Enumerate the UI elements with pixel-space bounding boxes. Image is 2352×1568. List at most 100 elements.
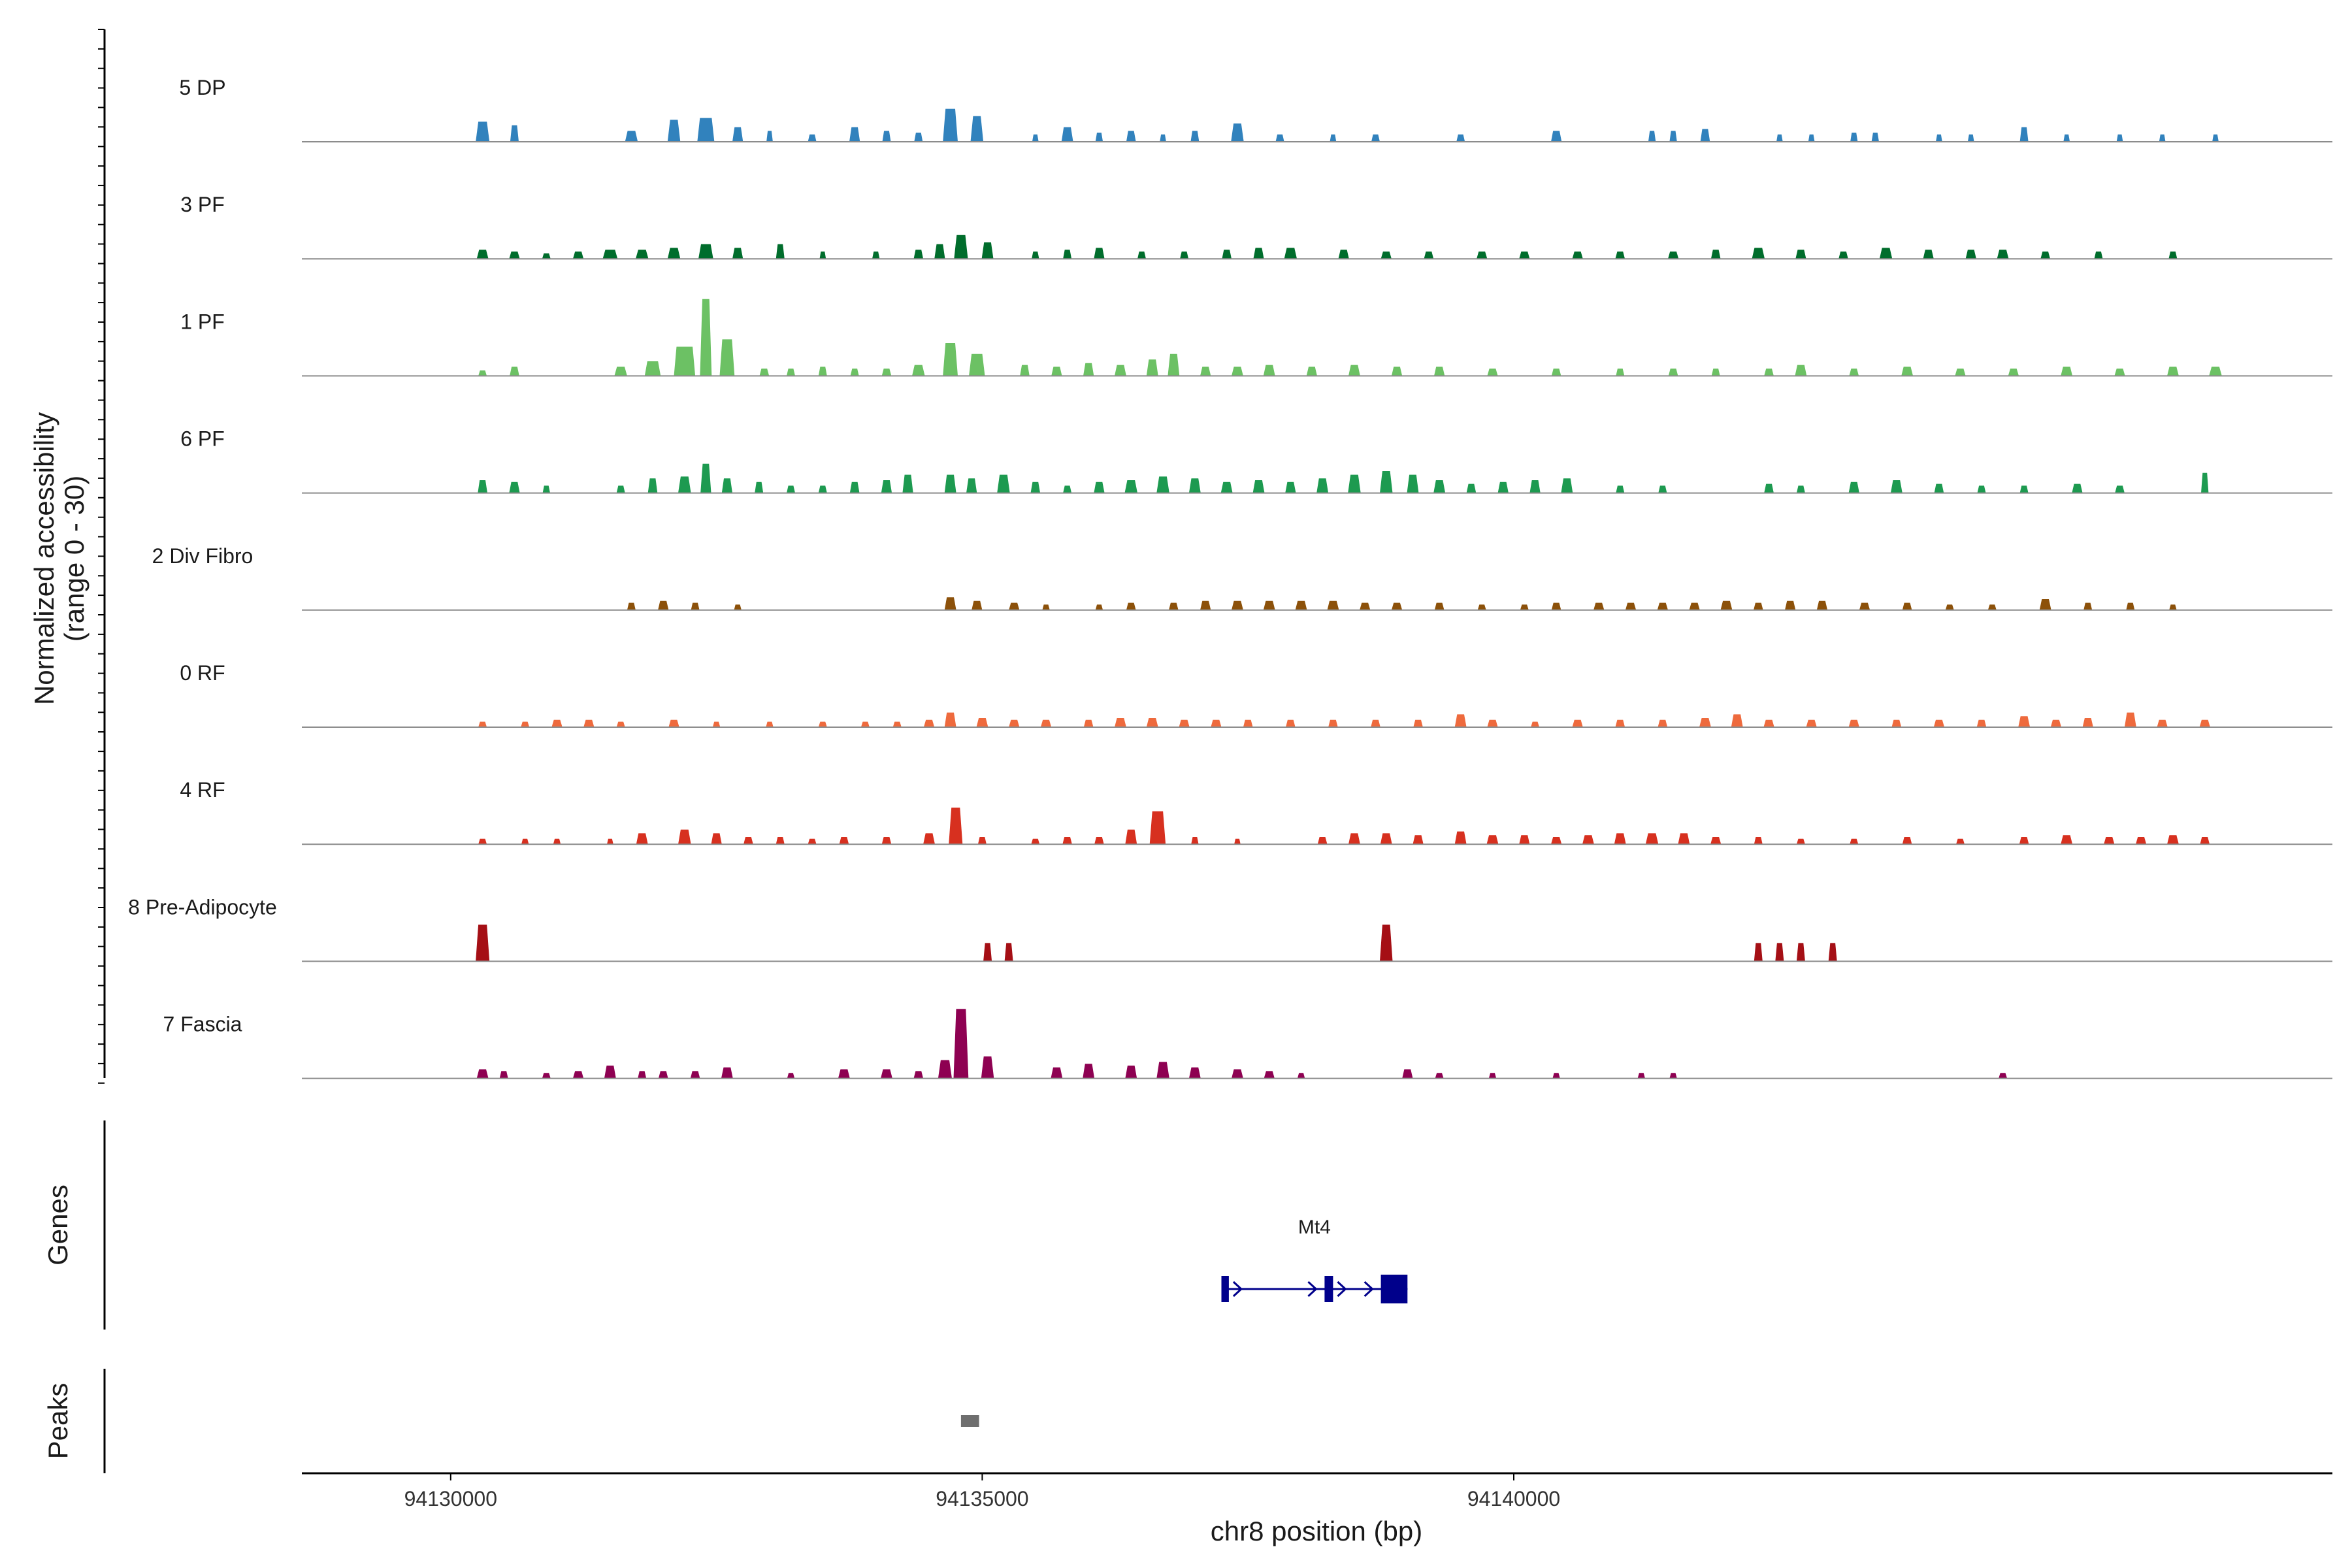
3-pf-peak [732,248,743,259]
1-pf-peak [2061,367,2073,376]
4-rf-peak [1678,833,1690,845]
5-dp-peak [882,131,891,142]
0-rf-peak [1615,719,1625,727]
3-pf-peak [1424,252,1434,259]
8-pre-adipocyte-peak [1796,943,1805,962]
0-rf-peak [1115,718,1126,727]
1-pf-peak [1168,353,1180,376]
track-4-rf [302,808,2332,845]
1-pf-peak [1020,365,1030,376]
gene-mt4: Mt4 [1221,1217,1408,1303]
3-pf-peak [981,242,994,259]
6-pf-peak [1030,482,1041,493]
track-label-7-fascia: 7 Fascia [163,1013,242,1036]
strand-arrow [1307,1281,1318,1298]
5-dp-peak [1231,123,1244,142]
3-pf-peak [954,235,968,259]
1-pf-peak [478,370,487,376]
1-pf-peak [818,367,827,376]
0-rf-peak [1976,719,1987,727]
6-pf-peak [542,485,550,493]
7-fascia-peak [1188,1067,1201,1079]
0-rf-peak [1328,719,1338,727]
2-div-fibro-peak [1042,604,1050,610]
4-rf-peak [881,837,892,845]
3-pf-peak [1519,252,1530,259]
0-rf-peak [1487,719,1498,727]
1-pf-peak [787,368,795,376]
3-pf-peak [1752,248,1765,259]
6-pf-peak [1561,478,1573,493]
0-rf-peak [1806,719,1817,727]
4-rf-peak [2019,837,2029,845]
4-rf-peak [1850,838,1859,845]
2-div-fibro-peak [1720,600,1733,610]
6-pf-peak [616,485,625,493]
1-pf-peak [2209,367,2222,376]
2-div-fibro-peak [1434,602,1445,610]
4-rf-peak [1551,837,1562,845]
3-pf-peak [1572,252,1583,259]
4-rf-peak [478,838,487,845]
7-fascia-peak [721,1067,733,1079]
5-dp-peak [1095,133,1103,142]
0-rf-peak [1286,719,1296,727]
7-fascia-peak [542,1073,551,1079]
track-label-1-pf: 1 PF [180,310,225,333]
6-pf-peak [1380,471,1393,493]
1-pf-peak [912,365,925,376]
5-dp-peak [2212,134,2219,142]
3-pf-peak [1180,252,1189,259]
2-div-fibro-peak [1169,602,1179,610]
7-fascia-peak [881,1069,892,1079]
coverage-y-axis-ticks [98,29,105,1084]
4-rf-peak [553,838,561,845]
1-pf-peak [510,367,519,376]
6-pf-peak [1348,474,1361,493]
peak-region [960,1415,979,1427]
4-rf-peak [1380,833,1392,845]
0-rf-peak [668,719,679,727]
5-dp-peak [1700,129,1710,142]
4-rf-peak [977,837,987,845]
6-pf-peak [1764,483,1774,493]
6-pf-peak [1220,482,1233,493]
2-div-fibro-peak [1360,602,1371,610]
4-rf-peak [1149,811,1166,845]
6-pf-peak [1529,480,1541,493]
5-dp-peak [914,133,923,142]
8-pre-adipocyte-peak [1775,943,1784,962]
track-label-2-div-fibro: 2 Div Fibro [152,544,253,568]
6-pf-peak [1188,478,1201,493]
0-rf-peak [818,721,827,727]
3-pf-peak [602,250,618,259]
x-axis-ticks: 94130000 94135000 94140000 [404,1473,1560,1511]
7-fascia-peak [1637,1073,1645,1079]
3-pf-peak [1477,252,1488,259]
7-fascia-peak [953,1009,969,1079]
3-pf-peak [1063,250,1072,259]
7-fascia-peak [690,1071,700,1079]
0-rf-peak [1413,719,1423,727]
1-pf-peak [2008,368,2019,376]
3-pf-peak [2040,252,2050,259]
0-rf-peak [1848,719,1859,727]
2-div-fibro-peak [1009,602,1020,610]
8-pre-adipocyte-peak [1004,943,1013,962]
4-rf-peak [923,833,935,845]
7-fascia-peak [1669,1073,1677,1079]
2-div-fibro-peak [2169,604,2177,610]
6-pf-peak [478,480,487,493]
1-pf-peak [969,353,985,376]
track-8-pre-adipocyte [302,924,2332,962]
2-div-fibro-peak [1520,604,1529,610]
1-pf-peak [1115,365,1126,376]
2-div-fibro-peak [1785,600,1796,610]
6-pf-peak [700,463,711,493]
0-rf-peak [1179,719,1190,727]
2-div-fibro-peak [734,604,742,610]
4-rf-peak [1956,838,1965,845]
x-tick-label: 94130000 [404,1487,497,1511]
2-div-fibro-peak [1987,604,1997,610]
